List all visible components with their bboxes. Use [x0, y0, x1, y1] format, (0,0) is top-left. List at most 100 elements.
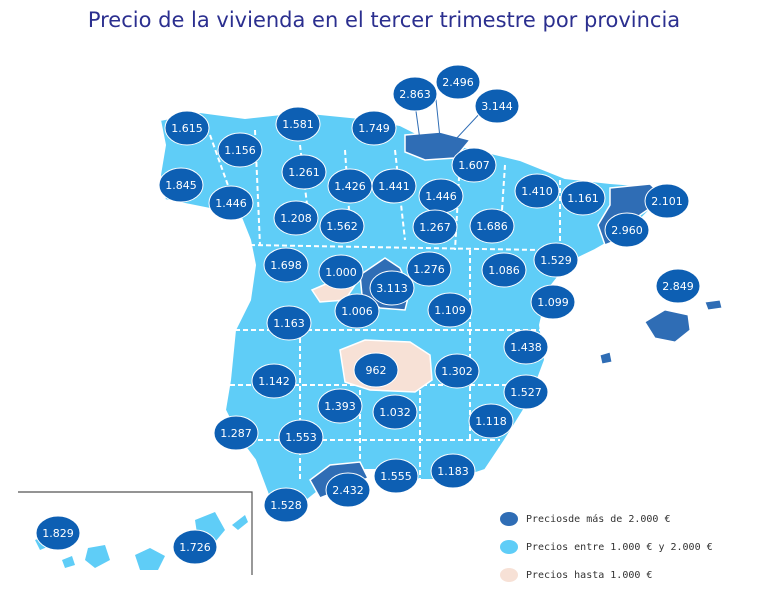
province-value-bubble: 1.161 — [560, 180, 606, 216]
province-value-label: 3.144 — [481, 100, 513, 113]
province-value-bubble: 2.101 — [644, 183, 690, 219]
province-value-label: 2.101 — [651, 195, 683, 208]
bubble-shape — [325, 472, 371, 508]
bubble-shape — [319, 208, 365, 244]
province-value-bubble: 1.438 — [503, 329, 549, 365]
bubble-shape — [503, 374, 549, 410]
province-value-bubble: 1.446 — [418, 178, 464, 214]
bubble-shape — [251, 363, 297, 399]
bubble-shape — [351, 110, 397, 146]
bubble-shape — [469, 208, 515, 244]
province-value-bubble: 2.849 — [655, 268, 701, 304]
province-value-bubble: 1.118 — [468, 403, 514, 439]
bubble-shape — [334, 293, 380, 329]
bubble-shape — [451, 147, 497, 183]
province-value-label: 1.698 — [270, 259, 302, 272]
province-value-label: 1.086 — [488, 264, 520, 277]
province-value-label: 1.726 — [179, 541, 211, 554]
province-value-bubble: 1.527 — [503, 374, 549, 410]
province-value-bubble: 1.006 — [334, 293, 380, 329]
province-value-bubble: 1.109 — [427, 292, 473, 328]
bubble-shape — [172, 529, 218, 565]
legend-swatch-mid — [500, 540, 518, 554]
bubble-shape — [468, 403, 514, 439]
province-value-bubble: 1.446 — [208, 185, 254, 221]
bubble-shape — [372, 394, 418, 430]
province-value-bubble: 1.287 — [213, 415, 259, 451]
province-value-label: 1.156 — [224, 144, 256, 157]
bubble-shape — [503, 329, 549, 365]
province-value-bubble: 1.529 — [533, 242, 579, 278]
province-value-bubble: 1.553 — [278, 419, 324, 455]
legend: Preciosde más de 2.000 € Precios entre 1… — [500, 505, 713, 589]
bubble-shape — [533, 242, 579, 278]
province-value-bubble: 1.562 — [319, 208, 365, 244]
bubble-shape — [317, 388, 363, 424]
bubble-shape — [371, 168, 417, 204]
province-value-bubble: 1.410 — [514, 173, 560, 209]
province-value-label: 1.749 — [358, 122, 390, 135]
province-value-bubble: 1.555 — [373, 458, 419, 494]
province-value-label: 1.183 — [437, 465, 469, 478]
province-value-label: 1.438 — [510, 341, 542, 354]
province-value-label: 1.161 — [567, 192, 599, 205]
province-value-label: 1.000 — [325, 266, 357, 279]
province-value-label: 1.446 — [425, 190, 457, 203]
province-value-bubble: 2.496 — [435, 64, 481, 100]
province-value-bubble: 1.829 — [35, 515, 81, 551]
legend-label-low: Precios hasta 1.000 € — [526, 569, 653, 581]
province-value-label: 1.426 — [334, 180, 366, 193]
bubble-shape — [604, 212, 650, 248]
province-value-label: 1.142 — [258, 375, 290, 388]
province-value-bubble: 1.845 — [158, 167, 204, 203]
province-value-label: 1.276 — [413, 263, 445, 276]
bubble-shape — [158, 167, 204, 203]
bubble-shape — [278, 419, 324, 455]
province-value-bubble: 1.156 — [217, 132, 263, 168]
province-value-label: 1.163 — [273, 317, 305, 330]
province-value-bubble: 3.113 — [369, 270, 415, 306]
province-value-label: 1.302 — [441, 365, 473, 378]
bubble-shape — [481, 252, 527, 288]
province-value-label: 962 — [366, 364, 387, 377]
map-title: Precio de la vivienda en el tercer trime… — [87, 8, 681, 32]
value-bubbles: 1.615 1.581 1.749 2.863 2.496 3.144 1.156 1.845… — [35, 64, 701, 565]
bubble-shape — [406, 251, 452, 287]
bubble-shape — [369, 270, 415, 306]
bubble-shape — [373, 458, 419, 494]
bubble-shape — [266, 305, 312, 341]
province-value-label: 1.109 — [434, 304, 466, 317]
bubble-shape — [281, 154, 327, 190]
province-value-bubble: 1.581 — [275, 106, 321, 142]
province-value-label: 1.562 — [326, 220, 358, 233]
bubble-shape — [655, 268, 701, 304]
province-value-bubble: 1.086 — [481, 252, 527, 288]
bubble-shape — [435, 64, 481, 100]
bubble-shape — [263, 487, 309, 523]
province-value-label: 1.208 — [280, 212, 312, 225]
province-value-bubble: 2.960 — [604, 212, 650, 248]
province-value-label: 2.960 — [611, 224, 643, 237]
bubble-shape — [208, 185, 254, 221]
legend-label-mid: Precios entre 1.000 € y 2.000 € — [526, 541, 713, 553]
province-value-label: 1.393 — [324, 400, 356, 413]
province-value-bubble: 1.261 — [281, 154, 327, 190]
canary-inset-frame — [18, 491, 253, 575]
province-value-label: 2.496 — [442, 76, 474, 89]
province-value-bubble: 1.528 — [263, 487, 309, 523]
province-value-label: 3.113 — [376, 282, 408, 295]
province-value-bubble: 1.686 — [469, 208, 515, 244]
province-value-label: 1.553 — [285, 431, 317, 444]
bubble-shape — [273, 200, 319, 236]
province-value-bubble: 1.183 — [430, 453, 476, 489]
province-value-bubble: 1.749 — [351, 110, 397, 146]
menorca-island — [704, 299, 723, 311]
bubble-shape — [474, 88, 520, 124]
bubble-shape — [318, 254, 364, 290]
province-value-label: 1.287 — [220, 427, 252, 440]
bubble-shape — [35, 515, 81, 551]
bubble-shape — [213, 415, 259, 451]
province-value-label: 1.829 — [42, 527, 74, 540]
province-value-label: 1.528 — [270, 499, 302, 512]
